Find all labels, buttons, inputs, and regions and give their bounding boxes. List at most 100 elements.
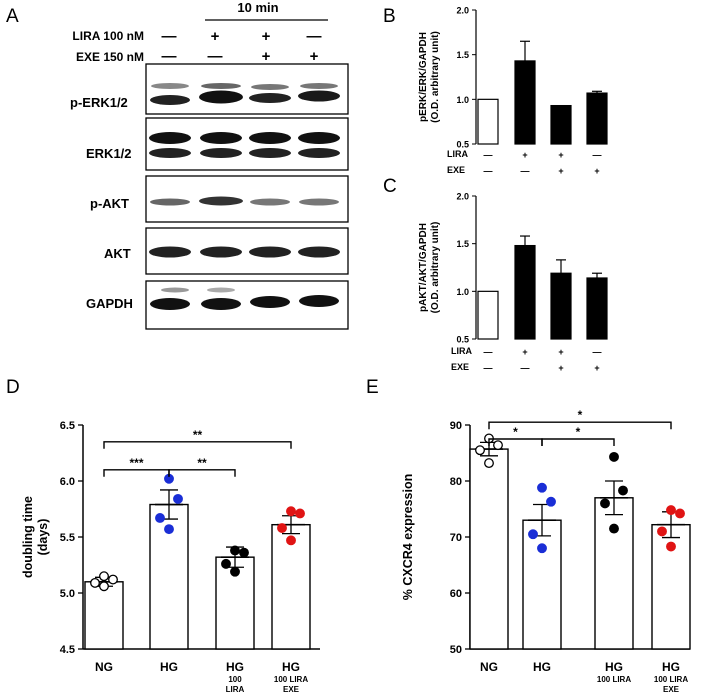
chart-e-significance-bracket <box>488 421 672 430</box>
chart-d-significance-label: ** <box>197 456 207 470</box>
chart-b-bar <box>550 104 572 145</box>
chart-c-row-sign: + <box>594 363 599 373</box>
panel-c-label: C <box>383 176 397 197</box>
blot-label-akt: AKT <box>104 246 131 261</box>
blot-label-erk: ERK1/2 <box>86 146 132 161</box>
chart-e-xcat-label: HG <box>605 660 623 674</box>
chart-d-xcat-sublabel: EXE <box>283 685 300 694</box>
chart-d-significance-bracket <box>168 469 236 477</box>
chart-c-row-sign: — <box>593 347 602 357</box>
panel-e-label: E <box>366 377 379 398</box>
chart-d-ytick-label: 5.5 <box>60 532 75 544</box>
chart-c-row-sign: + <box>558 347 563 357</box>
chart-b-ytick-label: 2.0 <box>456 6 469 16</box>
chart-e-significance-label: * <box>576 425 581 439</box>
chart-c: 0.5 1.0 1.5 2.0 LIRA — + + — EXE — — + + pAKT/AKT/GAPD… <box>418 192 608 373</box>
chart-e-significance-label: * <box>578 408 583 422</box>
sign-lira-1: — <box>162 28 177 45</box>
sign-exe-1: — <box>162 48 177 65</box>
chart-d-bar <box>84 581 124 650</box>
chart-e-data-point <box>618 485 628 496</box>
chart-c-ylabel-line1: pAKT/AKT/GAPDH <box>418 223 429 312</box>
chart-c-bar <box>550 272 572 340</box>
chart-d-data-point <box>230 566 240 577</box>
chart-c-ylabel-line2: (O.D. arbitrary unit) <box>430 222 441 314</box>
chart-d-ylabel-line2: (days) <box>36 519 50 556</box>
chart-e-data-point <box>546 496 556 507</box>
blot-erk <box>145 117 349 171</box>
chart-d-data-point <box>230 545 240 556</box>
chart-e-data-point <box>600 498 610 509</box>
chart-e-data-point <box>675 508 685 519</box>
blot-gapdh <box>145 280 349 330</box>
chart-b: 0.5 1.0 1.5 2.0 LIRA — + + — EXE — — + + pERK/ERK/GAPD… <box>418 6 608 176</box>
chart-d-data-point <box>277 523 287 533</box>
panel-b: B 0.5 1.0 1.5 2.0 LIRA — + + — EXE — — + + pERK/ERK/GA… <box>383 6 608 176</box>
chart-e-bar <box>522 519 562 650</box>
chart-e-significance-label: * <box>513 425 518 439</box>
chart-e-bar <box>594 497 634 650</box>
chart-d-ylabel-line1: doubling time <box>21 496 35 578</box>
chart-e-xcat-sublabel: 100 LIRA <box>597 675 631 684</box>
chart-c-bar <box>477 290 499 340</box>
chart-b-ytick-label: 1.5 <box>456 50 469 60</box>
chart-c-bar <box>586 277 608 340</box>
chart-c-ytick-label: 0.5 <box>456 335 469 345</box>
chart-c-row-sign: — <box>521 363 530 373</box>
blot-label-pakt: p-AKT <box>90 196 129 211</box>
panel-c: C 0.5 1.0 1.5 2.0 LIRA — + + — EXE — — + + pAKT/AKT/GA… <box>383 176 608 373</box>
chart-d-ytick-label: 6.5 <box>60 420 75 432</box>
chart-c-row-sign: + <box>558 363 563 373</box>
time-label: 10 min <box>237 0 278 15</box>
chart-e-ytick-label: 70 <box>450 532 462 544</box>
treatment-label-exe: EXE 150 nM <box>76 50 144 64</box>
chart-d-data-point <box>286 506 296 517</box>
chart-c-bar <box>514 244 536 340</box>
chart-b-row-sign: + <box>558 166 563 176</box>
chart-c-row-sign: — <box>484 363 493 373</box>
chart-e-ylabel: % CXCR4 expression <box>401 474 415 600</box>
chart-d-data-point <box>99 571 109 582</box>
chart-c-row-sign: — <box>484 347 493 357</box>
panel-b-label: B <box>383 6 396 27</box>
chart-d-data-point <box>221 558 231 569</box>
chart-d-data-point <box>99 581 109 592</box>
chart-e-data-point <box>493 440 503 451</box>
blot-label-perk: p-ERK1/2 <box>70 95 128 110</box>
blot-label-gapdh: GAPDH <box>86 296 133 311</box>
chart-d-data-point <box>155 513 165 523</box>
chart-d-data-point <box>90 577 100 588</box>
chart-b-ylabel-line2: (O.D. arbitrary unit) <box>430 31 441 123</box>
chart-e-data-point <box>484 458 494 469</box>
sign-exe-4: + <box>310 48 319 65</box>
chart-d-xcat-label: HG <box>160 660 178 674</box>
chart-d-xcat-sublabel: 100 LIRA <box>274 675 308 684</box>
chart-d-data-point <box>286 535 296 546</box>
chart-e-data-point <box>475 445 485 456</box>
chart-e-data-point <box>537 482 547 493</box>
chart-d-ytick-label: 6.0 <box>60 476 75 488</box>
chart-b-row-sign: — <box>484 166 493 176</box>
blot-perk <box>145 63 349 115</box>
chart-b-row-sign: — <box>484 150 493 160</box>
chart-d-bar <box>271 523 311 650</box>
chart-d-data-point <box>173 493 183 504</box>
chart-b-row-sign: + <box>522 150 527 160</box>
chart-e-ytick-label: 80 <box>450 476 462 488</box>
sign-lira-3: + <box>262 28 271 45</box>
chart-b-ytick-label: 1.0 <box>456 95 469 105</box>
chart-e-bar <box>469 448 509 650</box>
chart-d-data-point <box>108 574 118 585</box>
chart-c-row-label: LIRA <box>451 346 472 356</box>
chart-e-xcat-sublabel: EXE <box>663 685 680 694</box>
chart-d-xcat-label: HG <box>226 660 244 674</box>
sign-exe-3: + <box>262 48 271 65</box>
chart-d-data-point <box>164 524 174 535</box>
treatment-label-lira: LIRA 100 nM <box>72 29 144 43</box>
chart-c-ytick-label: 2.0 <box>456 192 469 202</box>
